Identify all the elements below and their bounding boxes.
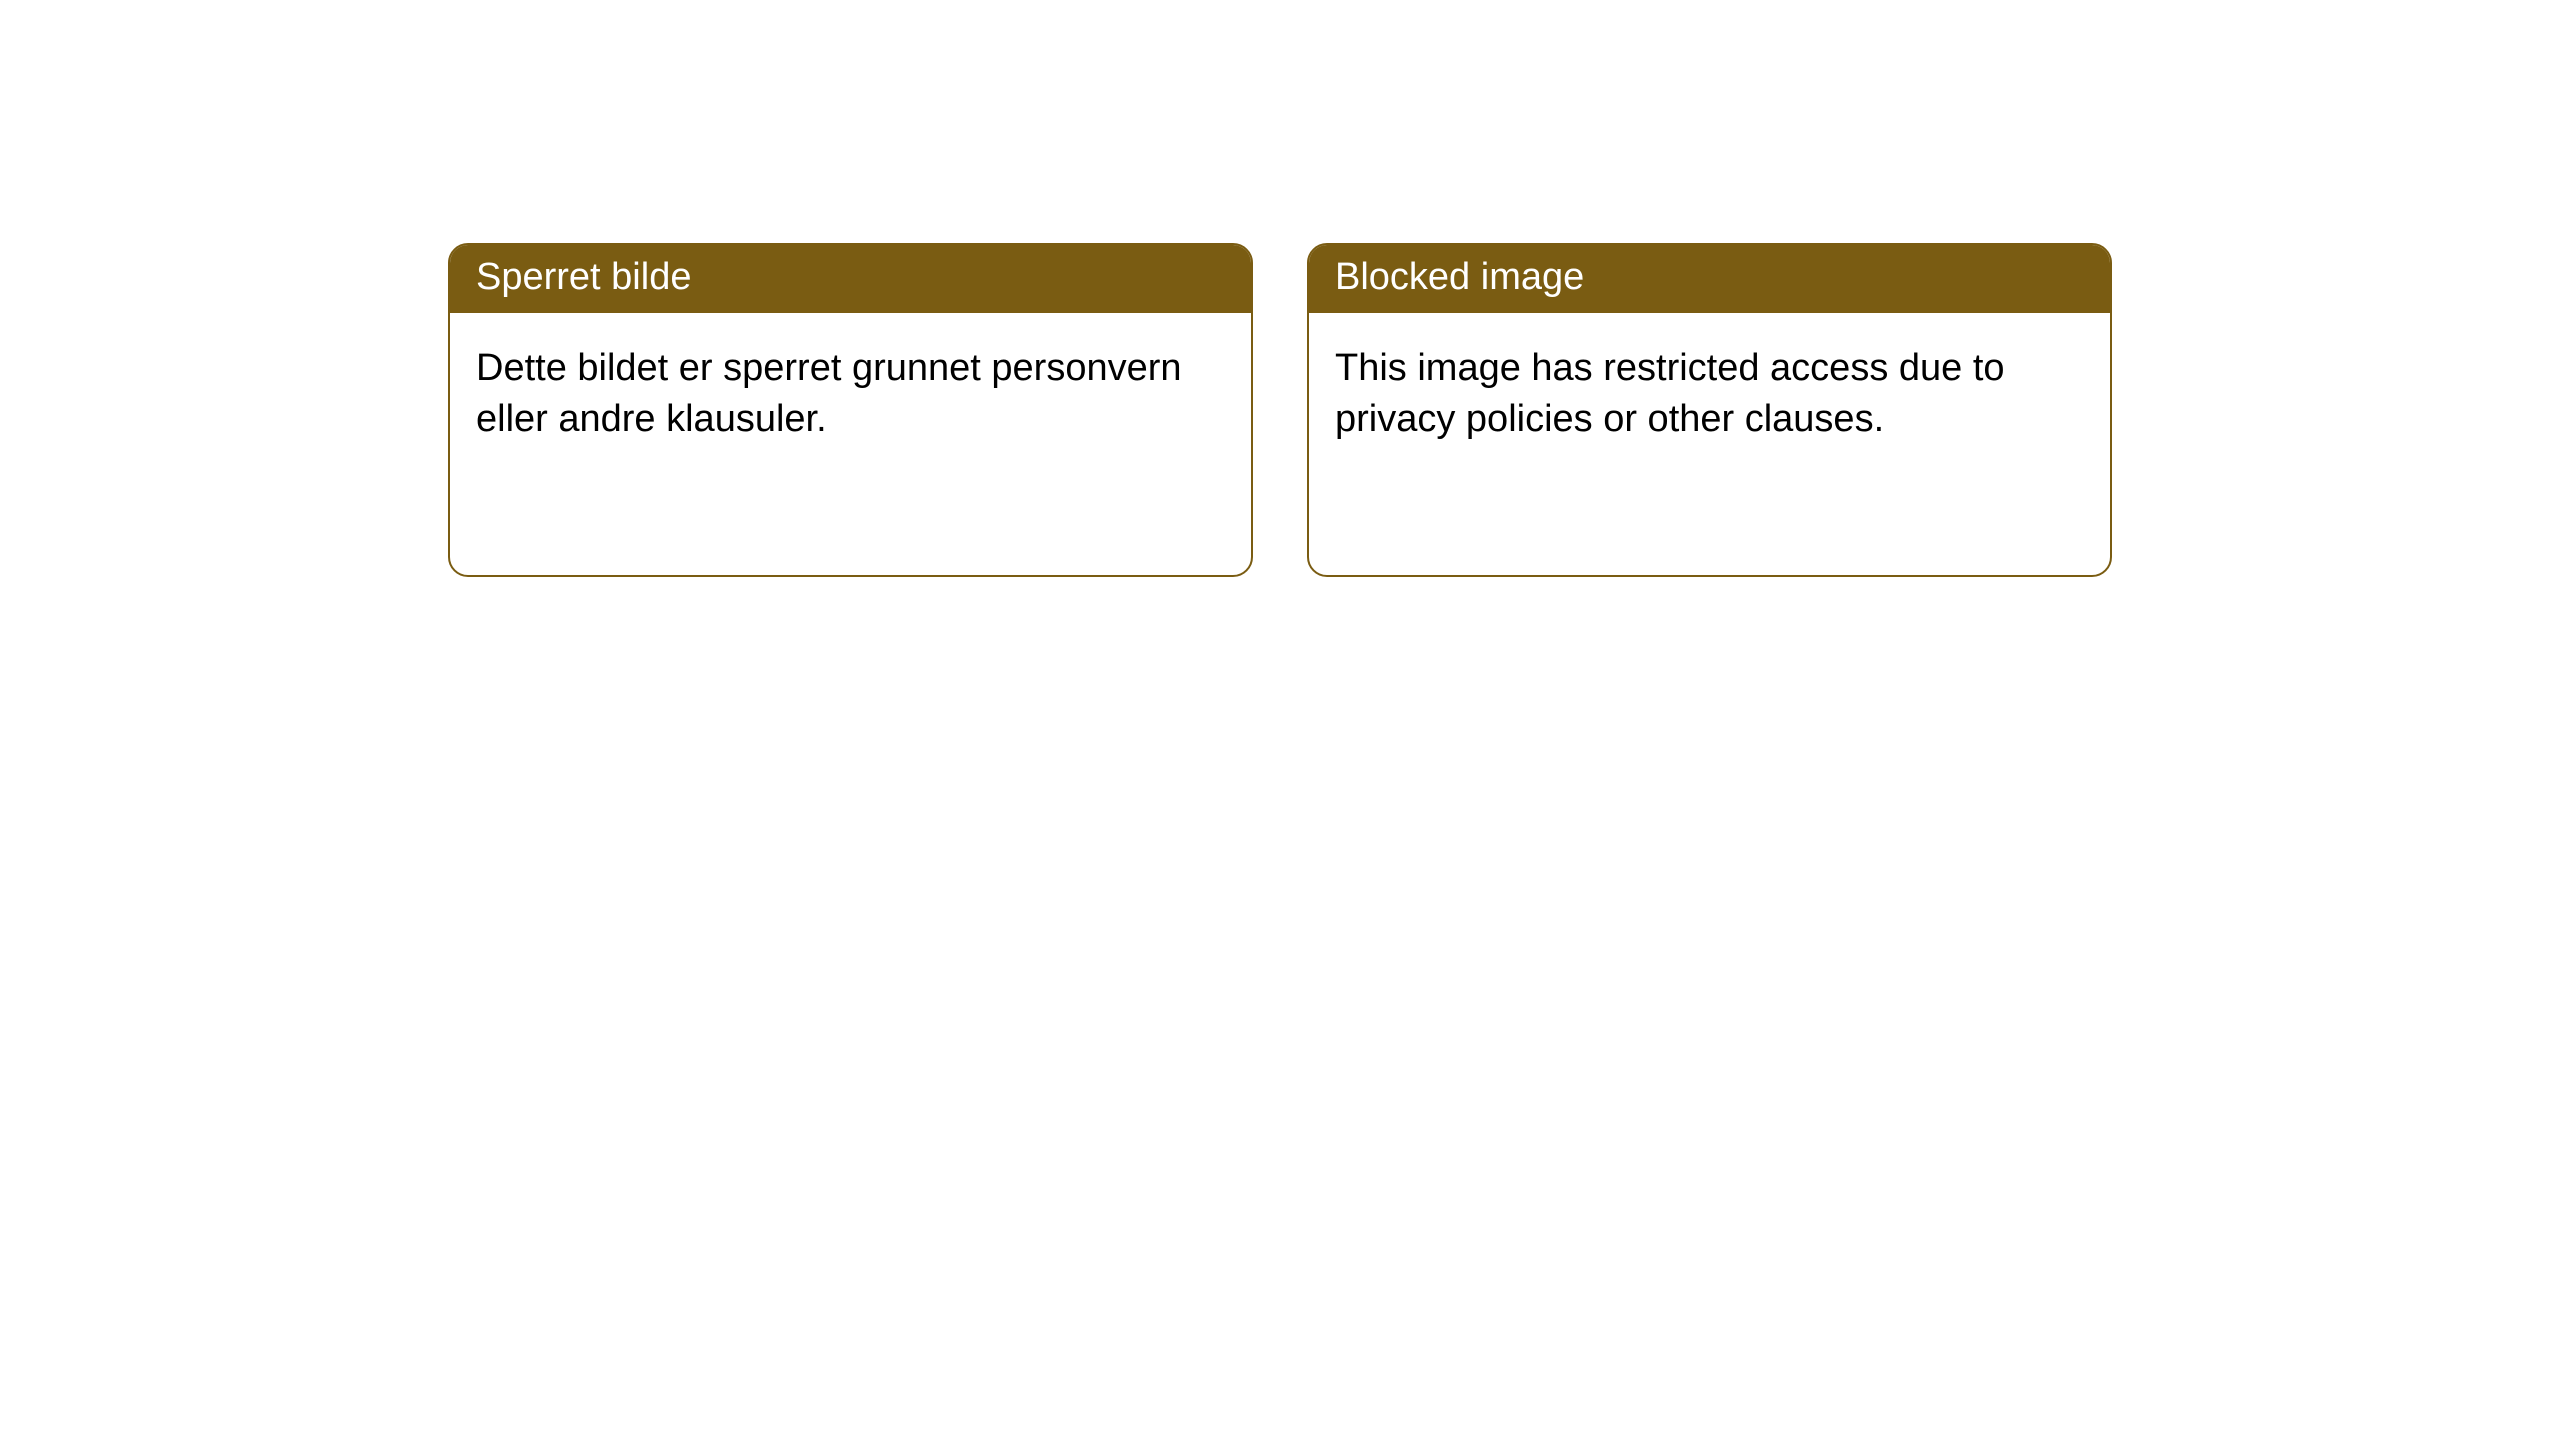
notice-body: This image has restricted access due to … xyxy=(1309,313,2110,476)
notice-card-norwegian: Sperret bilde Dette bildet er sperret gr… xyxy=(448,243,1253,577)
notice-header: Sperret bilde xyxy=(450,245,1251,313)
notice-container: Sperret bilde Dette bildet er sperret gr… xyxy=(448,243,2112,577)
notice-card-english: Blocked image This image has restricted … xyxy=(1307,243,2112,577)
notice-header: Blocked image xyxy=(1309,245,2110,313)
notice-body: Dette bildet er sperret grunnet personve… xyxy=(450,313,1251,476)
